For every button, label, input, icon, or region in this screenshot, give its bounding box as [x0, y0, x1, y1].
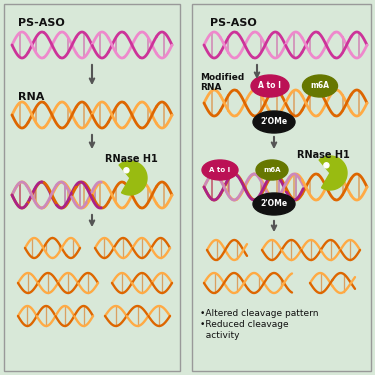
Text: m6A: m6A — [310, 81, 330, 90]
Text: •Altered cleavage pattern: •Altered cleavage pattern — [200, 309, 318, 318]
Text: m6A: m6A — [263, 167, 281, 173]
Text: A to I: A to I — [209, 167, 231, 173]
Text: RNase H1: RNase H1 — [297, 150, 350, 160]
Text: •Reduced cleavage
  activity: •Reduced cleavage activity — [200, 320, 289, 340]
Circle shape — [124, 168, 129, 173]
Circle shape — [324, 163, 329, 168]
Text: 2'OMe: 2'OMe — [260, 200, 288, 208]
Ellipse shape — [202, 160, 238, 180]
FancyBboxPatch shape — [4, 4, 180, 371]
Polygon shape — [319, 156, 347, 190]
Text: PS-ASO: PS-ASO — [210, 18, 257, 28]
Ellipse shape — [303, 75, 338, 97]
Text: Modified
RNA: Modified RNA — [200, 73, 244, 92]
FancyBboxPatch shape — [192, 4, 371, 371]
Ellipse shape — [253, 111, 295, 133]
Text: 2'OMe: 2'OMe — [260, 117, 288, 126]
Polygon shape — [119, 161, 147, 195]
Ellipse shape — [253, 193, 295, 215]
Text: PS-ASO: PS-ASO — [18, 18, 65, 28]
Text: RNase H1: RNase H1 — [105, 154, 158, 164]
Ellipse shape — [256, 160, 288, 180]
Text: RNA: RNA — [18, 92, 44, 102]
Ellipse shape — [251, 75, 289, 97]
Text: A to I: A to I — [258, 81, 282, 90]
